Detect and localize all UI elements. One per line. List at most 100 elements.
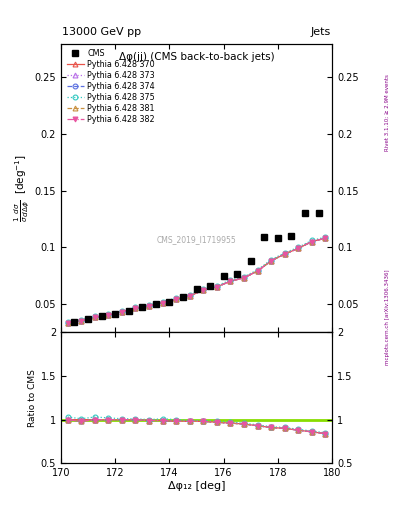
Pythia 6.428 370 xyxy=(215,284,219,290)
Pythia 6.428 374 xyxy=(119,309,124,315)
Pythia 6.428 373 xyxy=(174,296,178,303)
Pythia 6.428 370 xyxy=(201,287,206,293)
Pythia 6.428 381 xyxy=(79,318,84,324)
Pythia 6.428 374 xyxy=(174,296,178,303)
Pythia 6.428 382 xyxy=(65,320,70,326)
Text: mcplots.cern.ch [arXiv:1306.3436]: mcplots.cern.ch [arXiv:1306.3436] xyxy=(385,270,390,365)
Pythia 6.428 375 xyxy=(79,316,84,323)
Pythia 6.428 373 xyxy=(242,275,246,281)
Pythia 6.428 370 xyxy=(269,258,274,264)
Pythia 6.428 375 xyxy=(242,273,246,280)
Pythia 6.428 381 xyxy=(119,309,124,315)
Pythia 6.428 375 xyxy=(133,304,138,310)
Y-axis label: Ratio to CMS: Ratio to CMS xyxy=(28,369,37,426)
Pythia 6.428 374 xyxy=(282,251,287,257)
Pythia 6.428 374 xyxy=(269,258,274,264)
Pythia 6.428 375 xyxy=(92,313,97,319)
CMS xyxy=(235,271,240,278)
Pythia 6.428 375 xyxy=(65,319,70,325)
Pythia 6.428 382 xyxy=(269,258,274,264)
Pythia 6.428 381 xyxy=(174,296,178,303)
Pythia 6.428 373 xyxy=(92,314,97,321)
Pythia 6.428 374 xyxy=(133,305,138,311)
Pythia 6.428 375 xyxy=(201,286,206,292)
Line: CMS: CMS xyxy=(72,210,321,325)
Pythia 6.428 381 xyxy=(201,287,206,293)
Pythia 6.428 375 xyxy=(160,298,165,305)
Pythia 6.428 374 xyxy=(255,268,260,274)
CMS xyxy=(153,301,158,307)
Line: Pythia 6.428 382: Pythia 6.428 382 xyxy=(65,236,328,326)
Pythia 6.428 381 xyxy=(323,235,328,241)
Pythia 6.428 373 xyxy=(201,287,206,293)
Pythia 6.428 373 xyxy=(187,293,192,299)
Pythia 6.428 374 xyxy=(228,278,233,284)
Pythia 6.428 370 xyxy=(228,278,233,284)
Pythia 6.428 381 xyxy=(147,303,151,309)
Pythia 6.428 373 xyxy=(255,268,260,274)
Pythia 6.428 375 xyxy=(147,302,151,308)
CMS xyxy=(248,258,253,264)
Pythia 6.428 375 xyxy=(119,308,124,314)
Pythia 6.428 374 xyxy=(65,320,70,326)
Pythia 6.428 381 xyxy=(133,305,138,311)
Pythia 6.428 382 xyxy=(255,268,260,274)
Pythia 6.428 370 xyxy=(160,300,165,306)
Pythia 6.428 375 xyxy=(187,292,192,298)
Pythia 6.428 373 xyxy=(228,278,233,284)
Pythia 6.428 381 xyxy=(255,268,260,274)
Pythia 6.428 373 xyxy=(133,305,138,311)
Pythia 6.428 370 xyxy=(92,314,97,321)
Pythia 6.428 374 xyxy=(79,318,84,324)
Pythia 6.428 381 xyxy=(187,293,192,299)
Pythia 6.428 382 xyxy=(147,303,151,309)
Text: 13000 GeV pp: 13000 GeV pp xyxy=(62,27,141,37)
Line: Pythia 6.428 373: Pythia 6.428 373 xyxy=(65,236,328,326)
Pythia 6.428 375 xyxy=(269,257,274,263)
Line: Pythia 6.428 370: Pythia 6.428 370 xyxy=(65,236,328,326)
CMS xyxy=(140,304,145,310)
Pythia 6.428 374 xyxy=(242,275,246,281)
Pythia 6.428 373 xyxy=(323,235,328,241)
Pythia 6.428 381 xyxy=(92,314,97,321)
Pythia 6.428 375 xyxy=(106,311,111,317)
Pythia 6.428 381 xyxy=(282,251,287,257)
Pythia 6.428 370 xyxy=(106,312,111,318)
Pythia 6.428 373 xyxy=(106,312,111,318)
Text: Rivet 3.1.10; ≥ 2.9M events: Rivet 3.1.10; ≥ 2.9M events xyxy=(385,74,390,151)
Pythia 6.428 382 xyxy=(201,287,206,293)
Pythia 6.428 381 xyxy=(269,258,274,264)
CMS xyxy=(113,311,118,317)
Pythia 6.428 374 xyxy=(201,287,206,293)
Pythia 6.428 381 xyxy=(215,284,219,290)
CMS xyxy=(194,286,199,292)
Pythia 6.428 375 xyxy=(174,295,178,301)
Pythia 6.428 382 xyxy=(106,312,111,318)
Pythia 6.428 375 xyxy=(255,267,260,273)
Pythia 6.428 370 xyxy=(174,296,178,303)
Pythia 6.428 382 xyxy=(133,305,138,311)
Pythia 6.428 381 xyxy=(160,300,165,306)
Pythia 6.428 373 xyxy=(269,258,274,264)
CMS xyxy=(221,272,226,279)
CMS xyxy=(127,308,131,314)
CMS xyxy=(303,210,307,217)
Pythia 6.428 373 xyxy=(282,251,287,257)
Pythia 6.428 382 xyxy=(242,275,246,281)
Line: Pythia 6.428 375: Pythia 6.428 375 xyxy=(65,234,328,325)
Pythia 6.428 374 xyxy=(160,300,165,306)
X-axis label: Δφ₁₂ [deg]: Δφ₁₂ [deg] xyxy=(168,481,225,491)
Pythia 6.428 370 xyxy=(255,268,260,274)
CMS xyxy=(180,294,185,300)
CMS xyxy=(72,319,77,325)
Pythia 6.428 370 xyxy=(296,245,301,251)
Pythia 6.428 374 xyxy=(147,303,151,309)
Text: CMS_2019_I1719955: CMS_2019_I1719955 xyxy=(157,236,236,244)
Pythia 6.428 382 xyxy=(296,245,301,251)
Pythia 6.428 382 xyxy=(160,300,165,306)
Pythia 6.428 375 xyxy=(215,283,219,289)
Pythia 6.428 370 xyxy=(309,239,314,245)
Pythia 6.428 373 xyxy=(79,318,84,324)
Pythia 6.428 381 xyxy=(242,275,246,281)
Pythia 6.428 382 xyxy=(92,314,97,321)
